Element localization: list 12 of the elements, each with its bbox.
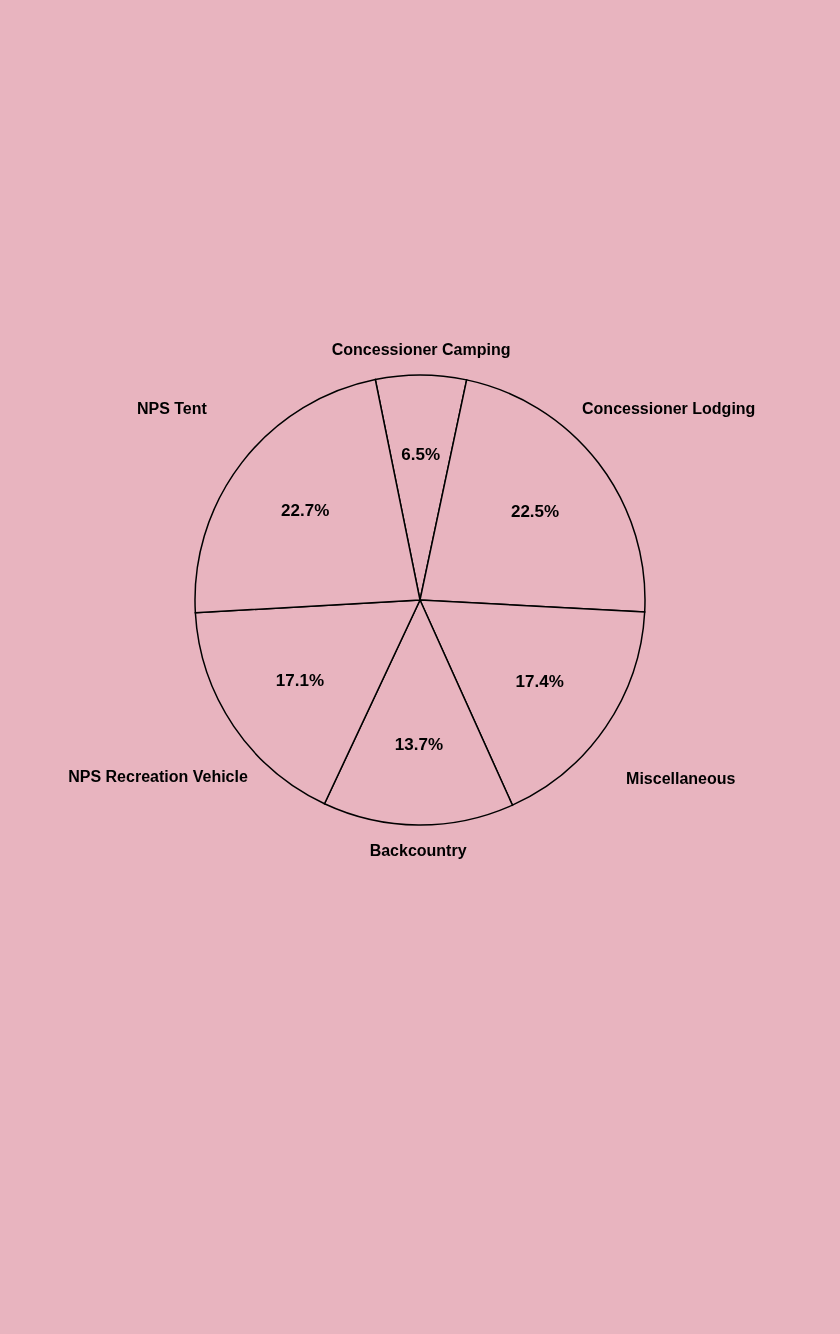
data-label: 22.7% xyxy=(281,501,330,521)
slice-label: Concessioner Camping xyxy=(331,340,511,358)
slice-label: NPS Tent xyxy=(136,399,208,417)
slice-label: NPS Recreation Vehicle xyxy=(68,768,248,786)
data-label: 17.4% xyxy=(515,671,564,691)
data-label: 22.5% xyxy=(510,501,560,521)
slice-label: Concessioner Lodging xyxy=(582,400,756,418)
slice-label: Backcountry xyxy=(369,841,467,859)
data-label: 17.1% xyxy=(275,671,324,691)
data-label: 6.5% xyxy=(401,445,441,464)
data-label: 13.7% xyxy=(394,735,444,754)
slice-label: Miscellaneous xyxy=(626,769,736,787)
